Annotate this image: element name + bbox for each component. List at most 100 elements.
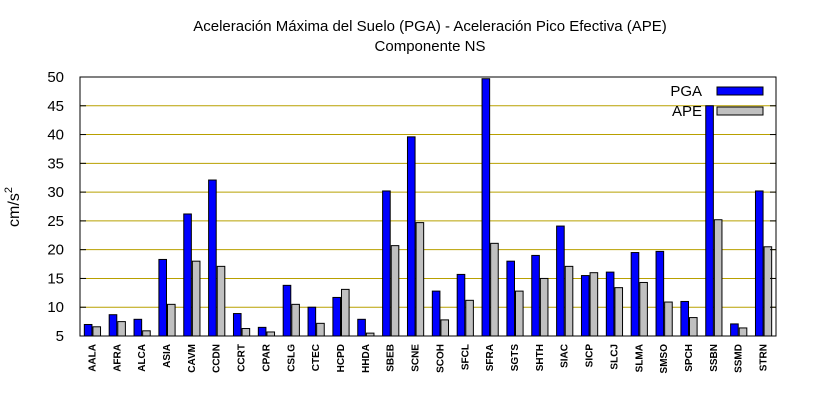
x-tick-label: SBEB xyxy=(386,344,397,372)
y-tick-label: 40 xyxy=(47,127,64,144)
bar-ape xyxy=(266,331,276,337)
bar-ape xyxy=(490,242,499,337)
bar-pga xyxy=(257,326,267,337)
bar-ape xyxy=(738,327,748,337)
x-tick-label: SCOH xyxy=(435,344,446,373)
y-axis-label-base: cm/s xyxy=(6,193,23,227)
x-tick-label: ALCA xyxy=(137,344,148,372)
y-tick-label: 25 xyxy=(47,213,64,230)
bar-pga xyxy=(282,284,292,337)
bar-ape xyxy=(316,322,325,337)
x-tick-label: HHDA xyxy=(361,344,372,373)
bar-pga xyxy=(605,271,615,337)
x-tick-label: CSLG xyxy=(286,344,297,372)
bar-ape xyxy=(390,245,400,337)
bar-pga xyxy=(730,323,739,337)
chart-title-line2: Componente NS xyxy=(375,38,486,55)
bar-ape xyxy=(763,246,773,337)
bar-ape xyxy=(191,260,201,337)
bar-pga xyxy=(456,273,466,337)
bar-pga xyxy=(705,105,714,337)
bar-ape xyxy=(539,277,549,337)
y-axis-label-exponent: 2 xyxy=(3,187,15,193)
x-tick-label: CCDN xyxy=(212,344,223,373)
y-tick-label: 50 xyxy=(47,69,64,86)
x-tick-label: SSBN xyxy=(709,344,720,372)
x-tick-label: CTEC xyxy=(311,344,322,371)
legend: PGA APE xyxy=(670,83,764,120)
y-tick-label: 10 xyxy=(47,299,64,316)
bar-ape xyxy=(415,222,425,337)
bar-ape xyxy=(614,287,624,337)
x-tick-label: CCRT xyxy=(237,344,248,372)
bar-ape xyxy=(216,265,226,337)
y-tick-label: 20 xyxy=(47,242,64,259)
bar-ape xyxy=(589,272,599,337)
plot-frame xyxy=(79,76,777,337)
bar-pga xyxy=(133,318,143,337)
bar-pga xyxy=(208,179,217,337)
axes xyxy=(79,76,777,337)
bar-ape xyxy=(515,290,524,337)
bar-pga xyxy=(158,258,167,337)
bar-ape xyxy=(440,319,450,337)
bar-ape xyxy=(117,321,126,337)
x-tick-label: SGTS xyxy=(510,344,521,372)
x-tick-label: SSMD xyxy=(734,344,745,373)
y-tick-label: 15 xyxy=(47,270,64,287)
bar-pga xyxy=(655,250,665,337)
bar-ape xyxy=(639,281,648,337)
x-tick-label: STRN xyxy=(759,344,770,371)
bar-ape xyxy=(664,301,673,337)
x-tick-label: SLCJ xyxy=(609,344,620,370)
bar-ape xyxy=(689,317,698,337)
bar-ape xyxy=(167,303,176,337)
y-tick-labels: 5 10 15 20 25 30 35 40 45 50 xyxy=(47,69,64,345)
bar-ape xyxy=(241,328,251,337)
x-tick-label: AFRA xyxy=(112,344,123,372)
bar-pga xyxy=(431,290,441,337)
y-tick-label: 45 xyxy=(47,98,64,115)
x-tick-label: SHTH xyxy=(535,344,546,371)
bar-pga xyxy=(531,254,540,337)
bar-ape xyxy=(465,299,474,337)
bar-pga xyxy=(232,313,242,337)
bar-ape xyxy=(341,288,350,337)
legend-swatch-ape xyxy=(716,106,764,116)
bars xyxy=(83,78,773,337)
x-tick-labels: AALA AFRA ALCA ASIA CAVM CCDN CCRT CPAR CSLG CTEC… xyxy=(87,343,769,373)
bar-pga xyxy=(680,300,690,337)
bar-pga xyxy=(83,323,93,337)
x-tick-label: SFRA xyxy=(485,344,496,371)
x-tick-label: CAVM xyxy=(187,344,198,373)
legend-label-pga: PGA xyxy=(670,83,702,100)
bar-ape xyxy=(92,326,102,337)
x-tick-label: CPAR xyxy=(261,343,272,371)
x-tick-label: SMSO xyxy=(659,344,670,374)
x-tick-label: SICP xyxy=(585,344,596,368)
bar-pga xyxy=(481,78,491,337)
y-tick-label: 35 xyxy=(47,155,64,172)
bar-ape xyxy=(713,219,723,337)
bar-pga xyxy=(108,314,118,337)
bar-pga xyxy=(307,306,317,337)
x-tick-label: ASIA xyxy=(162,344,173,368)
bar-pga xyxy=(580,275,590,337)
bar-ape xyxy=(142,330,151,337)
bar-ape xyxy=(564,265,574,337)
bar-ape xyxy=(291,303,300,337)
bar-pga xyxy=(382,190,391,337)
bar-pga xyxy=(556,225,565,337)
legend-swatch-pga xyxy=(716,86,764,96)
chart-title-line1: Aceleración Máxima del Suelo (PGA) - Ace… xyxy=(193,18,667,35)
bar-pga xyxy=(332,296,341,337)
bar-pga xyxy=(406,136,416,337)
y-axis-label: cm/s2 xyxy=(3,187,23,227)
x-tick-label: AALA xyxy=(87,344,98,372)
y-tick-label: 5 xyxy=(56,328,64,345)
legend-label-ape: APE xyxy=(672,103,702,120)
bar-pga xyxy=(183,213,192,337)
bar-pga xyxy=(357,318,366,337)
bar-pga xyxy=(754,190,764,337)
